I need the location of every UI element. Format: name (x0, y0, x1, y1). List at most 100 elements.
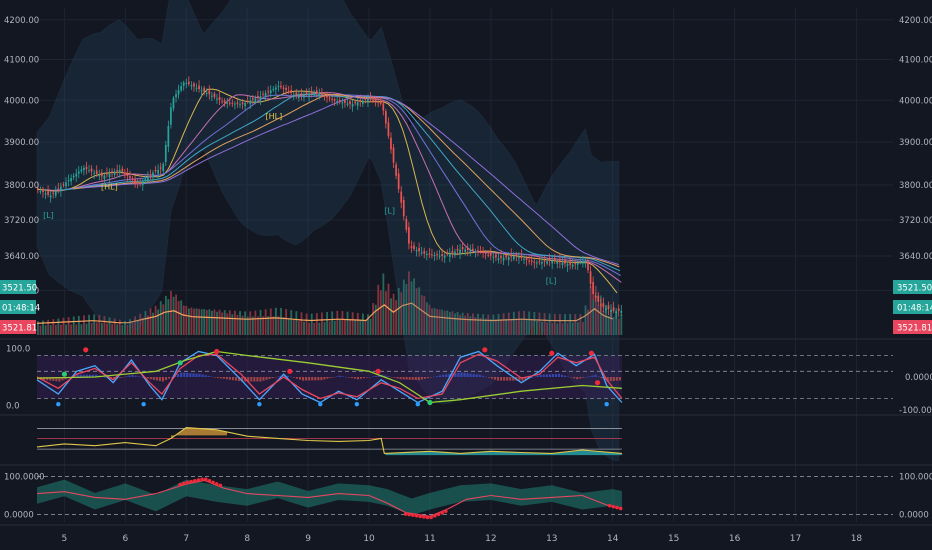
price-tick-label-left: 3800.00 (4, 181, 39, 191)
oscillator-marker-green (177, 360, 183, 366)
price-badge-left (0, 320, 36, 334)
volume-bar (500, 319, 502, 335)
oscillator-histogram-bar (600, 377, 603, 379)
volume-bar (172, 296, 175, 335)
candle-body (615, 310, 618, 314)
oscillator-histogram-bar (365, 377, 369, 378)
volume-bar (228, 310, 231, 335)
oscillator-histogram-bar (298, 377, 302, 380)
momentum-dot (196, 478, 201, 482)
candle-body (331, 98, 333, 100)
oscillator-histogram-bar (609, 377, 612, 382)
price-pane[interactable]: [HL] [HL] [L] [L] [L] 4200.00 4100.00 4000.00 3… (0, 0, 932, 522)
volume-bar (530, 320, 533, 335)
momentum-dot (607, 503, 612, 508)
volume-bar (72, 316, 75, 335)
time-tick-label: 17 (790, 534, 801, 544)
candle-body (477, 250, 479, 252)
oscillator-histogram-bar (305, 377, 308, 381)
oscillator-histogram-bar (222, 377, 225, 379)
volume-bar (607, 315, 610, 335)
momentum-dot (207, 479, 212, 483)
trend-pane[interactable] (36, 427, 622, 456)
candle-body (310, 91, 313, 93)
volume-bar (512, 311, 515, 335)
oscillator-histogram-bar (207, 375, 210, 377)
volume-bar (477, 313, 479, 335)
volume-bar (495, 319, 497, 335)
candle-body (305, 92, 308, 94)
volume-bar (336, 310, 339, 335)
time-tick-label: 18 (851, 534, 863, 544)
oscillator-histogram-bar (58, 377, 61, 382)
momentum-dot (178, 482, 182, 487)
volume-bar (592, 299, 595, 335)
oscillator-histogram-bar (250, 377, 253, 382)
volume-bar (159, 301, 162, 335)
candle-body (369, 97, 372, 99)
oscillator-histogram-bar (405, 377, 408, 380)
oscillator-histogram-bar (274, 377, 277, 378)
price-badge-label-left: 3521.81 (2, 324, 37, 334)
oscillator-histogram-bar (372, 376, 375, 377)
oscillator-histogram-bar (481, 375, 484, 377)
oscillator-histogram-bar (417, 377, 420, 381)
candle-body (341, 102, 344, 104)
candle-body (472, 248, 474, 251)
candle-body (177, 90, 180, 95)
candle-body (108, 173, 111, 178)
oscillator-marker-blue (604, 402, 609, 407)
momentum-dot (407, 512, 412, 517)
volume-bar (313, 322, 316, 335)
candle-body (582, 261, 584, 263)
candle-body (446, 253, 449, 255)
candle-body (118, 169, 121, 173)
candle-body (502, 257, 505, 261)
oscillator-histogram-bar (137, 376, 140, 377)
oscillator-marker-blue (354, 402, 360, 407)
volume-bar (193, 308, 195, 335)
momentum-pane[interactable]: 100.0000 0.0000 100.0000 0.0000 (4, 473, 932, 521)
candle-body (359, 99, 362, 102)
oscillator-pane[interactable]: 100.0 0.0 0.0000 -100.0000 (6, 345, 932, 416)
candle-body (620, 310, 623, 313)
volume-bar (264, 309, 267, 335)
momentum-dot (182, 481, 186, 486)
volume-ma-line (36, 302, 613, 324)
candle-body (85, 166, 88, 170)
volume-bar (610, 309, 613, 335)
oscillator-histogram-bar (49, 377, 52, 381)
momentum-dot (422, 515, 426, 519)
candle-body (454, 251, 456, 256)
candle-body (559, 259, 561, 263)
volume-bar (374, 304, 377, 335)
candle-body (170, 107, 172, 125)
oscillator-histogram-bar (457, 372, 460, 377)
volume-bar (382, 273, 385, 335)
volume-bar (356, 312, 359, 335)
price-badge-label-left: 01:48:14 (2, 304, 40, 314)
time-tick-label: 8 (244, 534, 250, 544)
oscillator-histogram-bar (442, 374, 445, 377)
price-tick-label-left: 4000.00 (4, 96, 39, 106)
oscillator-histogram-bar (545, 374, 548, 377)
oscillator-histogram-bar (204, 375, 207, 377)
oscillator-marker-red (214, 348, 220, 355)
oscillator-histogram-bar (88, 374, 91, 377)
volume-bar (75, 324, 78, 335)
oscillator-marker-red (482, 347, 488, 353)
trend-line (36, 427, 622, 454)
candle-body (584, 260, 587, 262)
momentum-dot (403, 512, 408, 516)
oscillator-histogram-bar (564, 375, 567, 377)
moving-average-line (64, 93, 621, 272)
oscillator-histogram-bar (350, 377, 353, 379)
oscillator-histogram-bar (356, 377, 359, 380)
time-tick-label: 7 (183, 534, 189, 544)
volume-bar (367, 314, 369, 335)
time-axis[interactable]: 5 6 7 8 9 10 11 12 13 14 15 16 17 18 (62, 534, 863, 544)
volume-bar (177, 301, 180, 335)
oscillator-histogram-bar (289, 376, 292, 378)
candle-body (349, 101, 351, 105)
oscillator-histogram-bar (213, 377, 216, 378)
